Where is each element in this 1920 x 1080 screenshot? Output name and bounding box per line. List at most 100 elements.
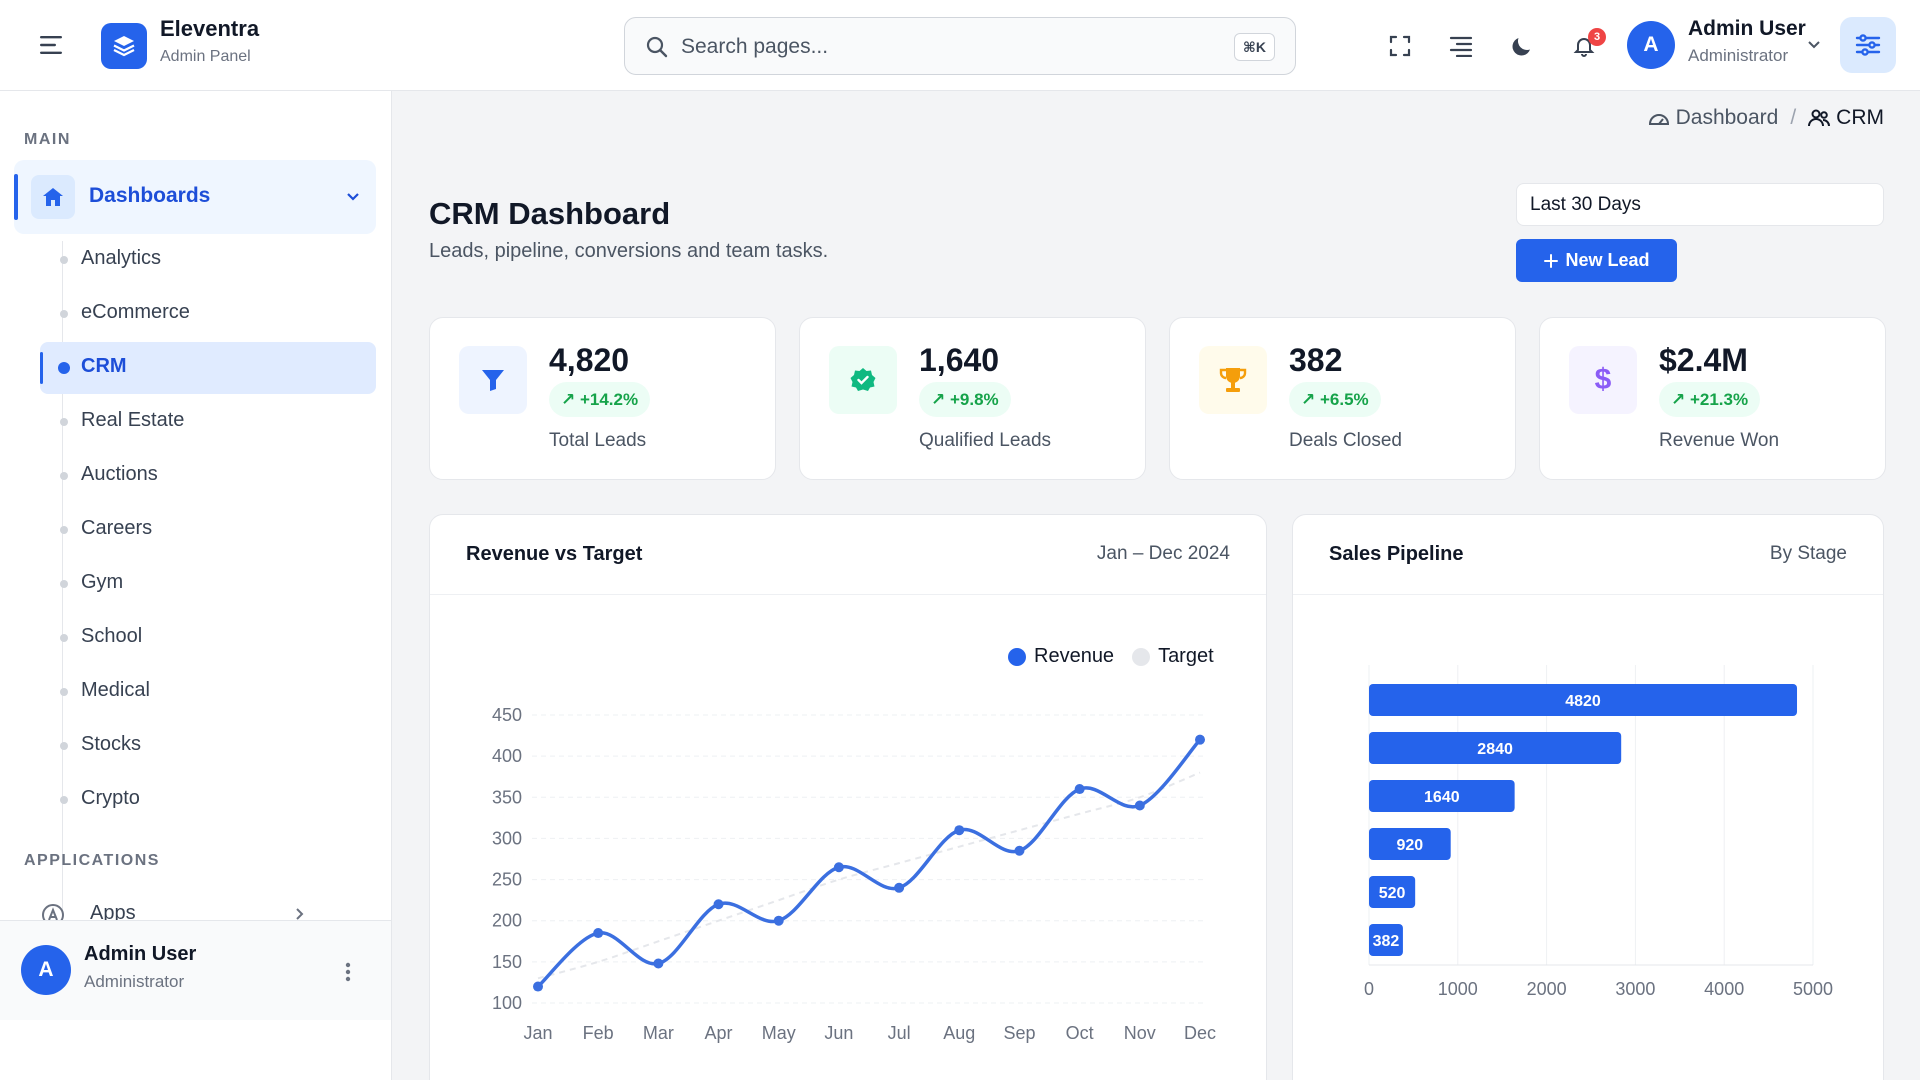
revenue-data-point	[593, 928, 604, 939]
revenue-line-chart: 100 150 200 250 300 350 400 450 Jan Feb Mar Apr May J…	[492, 705, 1216, 1043]
kpi-label: Deals Closed	[1289, 430, 1402, 451]
chevron-down-icon[interactable]	[1806, 36, 1822, 57]
notification-bell-icon[interactable]: 3	[1564, 26, 1606, 66]
section-label-main: MAIN	[24, 131, 71, 148]
card-title: Revenue vs Target	[466, 543, 643, 565]
card-header: Revenue vs Target Jan – Dec 2024	[430, 515, 1266, 595]
dark-mode-icon[interactable]	[1502, 26, 1542, 66]
sidebar-item-real-estate[interactable]: Real Estate	[40, 396, 376, 448]
sidebar-item-medical[interactable]: Medical	[40, 666, 376, 718]
y-tick-label: 400	[492, 746, 522, 766]
y-tick-label: 300	[492, 828, 522, 848]
x-tick-label: Nov	[1124, 1023, 1156, 1043]
breadcrumb-link-dashboard[interactable]: Dashboard	[1675, 106, 1779, 129]
customizer-settings-button[interactable]	[1840, 17, 1896, 73]
pipeline-bar	[1369, 780, 1515, 812]
kpi-value: 1,640	[919, 342, 1000, 378]
kpi-card-deals-closed: 382 ↗ +6.5% Deals Closed	[1169, 317, 1516, 480]
sidebar-item-label: Stocks	[81, 733, 142, 755]
active-indicator	[40, 352, 43, 384]
sidebar: MAIN Dashboards Analytics eCommerce CRM …	[0, 91, 392, 1080]
y-tick-label: 200	[492, 911, 522, 931]
active-indicator	[14, 174, 18, 220]
bullet-dot	[58, 362, 70, 374]
sidebar-item-ecommerce[interactable]: eCommerce	[40, 288, 376, 340]
x-tick-label: Sep	[1003, 1023, 1035, 1043]
trophy-icon	[1199, 346, 1267, 414]
more-vertical-icon[interactable]	[337, 957, 359, 987]
revenue-data-point	[1074, 784, 1085, 795]
sidebar-item-careers[interactable]: Careers	[40, 504, 376, 556]
bar-value-label: 520	[1379, 885, 1406, 902]
kpi-change-badge: ↗ +6.5%	[1289, 382, 1381, 417]
bar-value-label: 2840	[1477, 741, 1513, 758]
sidebar-item-auctions[interactable]: Auctions	[40, 450, 376, 502]
sidebar-item-school[interactable]: School	[40, 612, 376, 664]
kpi-card-qualified-leads: 1,640 ↗ +9.8% Qualified Leads	[799, 317, 1146, 480]
brand-name: Eleventra	[160, 16, 260, 41]
header-user-role: Administrator	[1688, 46, 1789, 65]
x-tick-label: 1000	[1438, 979, 1478, 999]
bullet-dot	[60, 472, 68, 480]
x-tick-label: 3000	[1615, 979, 1655, 999]
new-lead-button[interactable]: New Lead	[1516, 239, 1677, 282]
kpi-card-total-leads: 4,820 ↗ +14.2% Total Leads	[429, 317, 776, 480]
bullet-dot	[60, 310, 68, 318]
bar-value-label: 4820	[1565, 693, 1601, 710]
sidebar-item-dashboards[interactable]: Dashboards	[14, 160, 376, 234]
pipeline-bar	[1369, 876, 1416, 908]
card-header: Sales Pipeline By Stage	[1293, 515, 1883, 595]
x-tick-label: Jul	[888, 1023, 911, 1043]
chevron-right-icon	[292, 906, 306, 927]
sidebar-item-label: School	[81, 625, 143, 647]
revenue-chart-card: Revenue vs Target Jan – Dec 2024 Revenue…	[429, 514, 1267, 1080]
sidebar-item-crypto[interactable]: Crypto	[40, 774, 376, 826]
search-box[interactable]: ⌘K	[624, 17, 1296, 75]
brand-logo[interactable]	[101, 23, 147, 69]
kpi-change-badge: ↗ +9.8%	[919, 382, 1011, 417]
legend-label-revenue[interactable]: Revenue	[1034, 645, 1115, 667]
sidebar-item-label: eCommerce	[81, 301, 190, 323]
kpi-label: Total Leads	[549, 430, 647, 451]
chevron-down-icon	[344, 187, 362, 210]
sidebar-item-label: Careers	[81, 517, 153, 539]
menu-toggle-icon[interactable]	[38, 33, 66, 57]
submenu-tree-line	[62, 241, 63, 911]
pipeline-bar	[1369, 732, 1622, 764]
x-tick-label: 0	[1364, 979, 1374, 999]
kpi-change: +6.5%	[1319, 390, 1369, 409]
target-series-line	[537, 771, 1201, 980]
card-period: Jan – Dec 2024	[1096, 543, 1230, 564]
sidebar-item-label: Gym	[81, 571, 124, 593]
sidebar-item-apps[interactable]: Apps	[0, 896, 336, 936]
sidebar-item-label: Dashboards	[89, 184, 211, 207]
search-input[interactable]	[681, 30, 1201, 64]
bullet-dot	[60, 742, 68, 750]
sidebar-item-gym[interactable]: Gym	[40, 558, 376, 610]
header-user-name[interactable]: Admin User	[1688, 17, 1806, 40]
kpi-change: +9.8%	[949, 390, 999, 409]
sidebar-item-crm[interactable]: CRM	[40, 342, 376, 394]
sidebar-user-card: A Admin User Administrator	[0, 920, 391, 1020]
sidebar-item-stocks[interactable]: Stocks	[40, 720, 376, 772]
sidebar-item-analytics[interactable]: Analytics	[40, 234, 376, 286]
sidebar-item-label: Auctions	[81, 463, 158, 485]
revenue-data-point	[1195, 734, 1205, 745]
user-avatar[interactable]: A	[1627, 21, 1675, 69]
notification-count-badge: 3	[1588, 28, 1606, 46]
sidebar-item-label: Apps	[90, 902, 136, 924]
plus-icon	[1543, 253, 1559, 269]
date-range-select[interactable]: Last 30 Days	[1516, 183, 1884, 226]
avatar[interactable]: A	[21, 945, 71, 995]
kpi-change-badge: ↗ +14.2%	[549, 382, 651, 417]
text-align-icon[interactable]	[1441, 26, 1481, 66]
dashboard-gauge-icon	[1648, 108, 1670, 128]
x-tick-label: 2000	[1527, 979, 1567, 999]
legend-label-target[interactable]: Target	[1158, 645, 1214, 667]
y-tick-label: 450	[492, 705, 522, 725]
y-tick-label: 100	[492, 993, 522, 1013]
dollar-icon: $	[1569, 346, 1637, 414]
page-subtitle: Leads, pipeline, conversions and team ta…	[429, 240, 829, 262]
fullscreen-icon[interactable]	[1380, 26, 1420, 66]
users-icon	[1808, 108, 1831, 128]
